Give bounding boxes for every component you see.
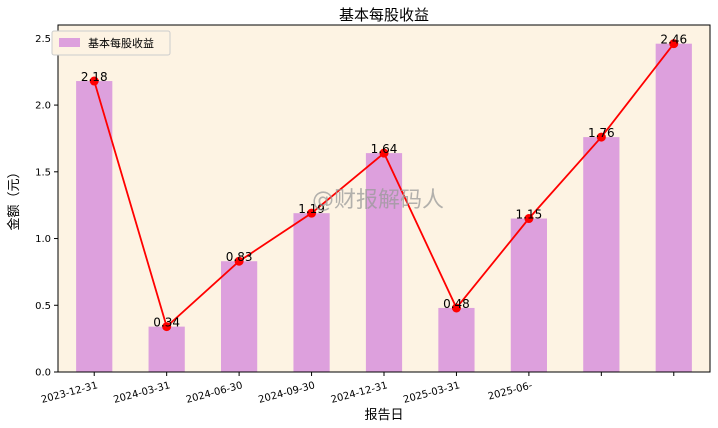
y-tick-label: 2.0 — [35, 101, 51, 112]
bars-group — [76, 43, 692, 373]
line-group — [89, 39, 679, 332]
data-label: 1.64 — [371, 142, 398, 156]
line-point — [451, 303, 461, 313]
x-tick-label: 2024-03-31 — [112, 380, 171, 406]
data-labels-group: 2.18 0.34 0.83 1.19 1.64 0.48 1.15 1.76 2.46 — [81, 33, 687, 330]
x-tick-label: 2025-06- — [487, 380, 534, 402]
data-label: 0.83 — [226, 250, 253, 264]
y-tick-label: 1.5 — [35, 167, 51, 178]
y-tick-label: 1.0 — [35, 234, 51, 245]
line-point — [162, 322, 172, 332]
watermark: @财报解码人 — [312, 188, 444, 213]
legend: 基本每股收益 — [51, 30, 171, 56]
y-axis-title: 金额（元） — [6, 165, 22, 230]
bar — [293, 213, 330, 372]
bar — [365, 153, 403, 372]
data-label: 1.19 — [298, 202, 325, 216]
bar — [510, 218, 547, 372]
legend-box — [51, 30, 171, 56]
legend-swatch — [59, 38, 80, 47]
bar — [583, 137, 620, 372]
data-label: 0.48 — [443, 297, 470, 311]
line-point — [379, 148, 389, 158]
bar — [438, 307, 475, 372]
bar — [76, 81, 113, 373]
line-point — [596, 132, 606, 142]
data-label: 1.76 — [588, 126, 615, 140]
y-tick-label: 0.5 — [35, 301, 51, 312]
line-point — [307, 208, 317, 218]
line-point — [89, 76, 99, 86]
data-label: 0.34 — [153, 316, 180, 330]
line-point — [234, 256, 244, 266]
data-label: 2.18 — [81, 70, 108, 84]
x-tick-label: 2024-09-30 — [257, 380, 316, 406]
x-axis: 2023-12-31 2024-03-31 2024-06-30 2024-09-30… — [40, 372, 675, 406]
x-tick-label: 2023-12-31 — [40, 380, 99, 406]
y-tick-label: 0.0 — [35, 368, 51, 379]
bar — [655, 43, 692, 372]
x-tick-label: 2025-03-31 — [402, 380, 461, 406]
data-label: 2.46 — [660, 33, 687, 47]
x-tick-label: 2024-06-30 — [185, 380, 244, 406]
chart-title: 基本每股收益 — [339, 6, 429, 24]
line-point — [669, 39, 679, 49]
line-point — [524, 214, 534, 224]
x-tick-label: 2024-12-31 — [330, 380, 389, 406]
legend-label: 基本每股收益 — [88, 36, 154, 50]
data-label: 1.15 — [516, 208, 543, 222]
x-axis-title: 报告日 — [364, 408, 403, 423]
y-tick-label: 2.5 — [35, 34, 51, 45]
bar — [221, 261, 258, 372]
y-axis: 0.0 0.5 1.0 1.5 2.0 2.5 — [35, 34, 58, 379]
bar — [148, 326, 185, 372]
